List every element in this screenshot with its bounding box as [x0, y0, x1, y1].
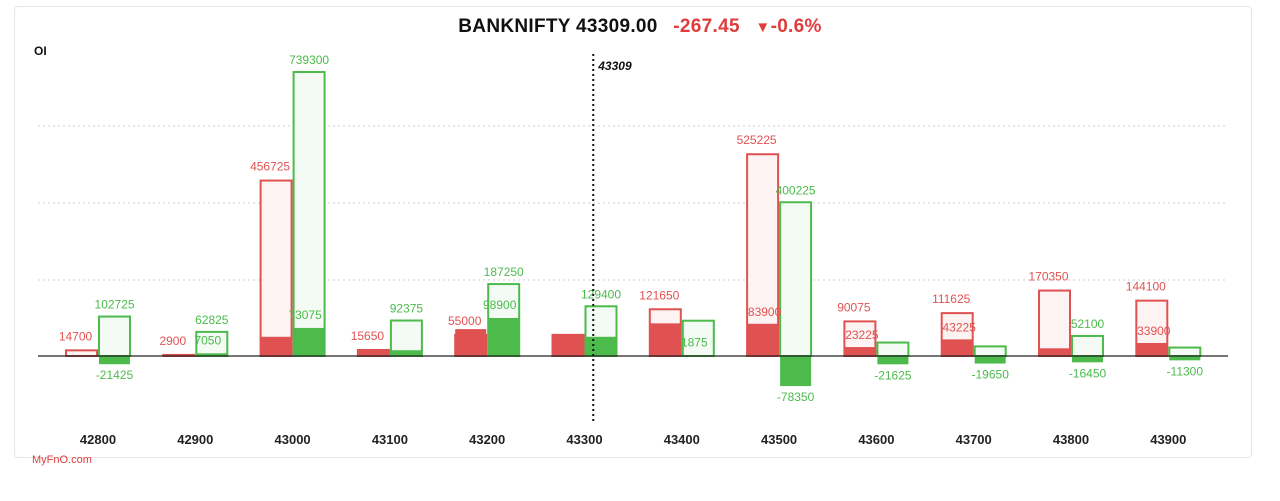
x-tick-label: 43900: [1150, 432, 1186, 447]
put-oi-label: 400225: [776, 183, 816, 197]
call-oi-change-bar: [1136, 342, 1168, 356]
call-oi-label: 525225: [737, 133, 777, 147]
call-oi-label: 121650: [639, 288, 679, 302]
call-oi-change-label: 33900: [1137, 324, 1171, 338]
x-tick-label: 43800: [1053, 432, 1089, 447]
x-tick-label: 43400: [664, 432, 700, 447]
put-oi-change-bar: [99, 356, 130, 365]
price-change-percent: -0.6%: [770, 16, 822, 37]
x-tick-label: 42900: [177, 432, 213, 447]
call-oi-change-bar: [455, 329, 487, 356]
call-oi-bar: [65, 349, 98, 357]
put-oi-change-bar: [488, 318, 520, 356]
put-oi-change-label: -78350: [777, 390, 815, 404]
price-change: -267.45: [673, 16, 740, 37]
x-tick-label: 43100: [372, 432, 408, 447]
put-oi-bar: [1071, 334, 1104, 357]
call-oi-bar: [259, 179, 293, 357]
put-oi-bar: [876, 341, 910, 357]
put-oi-change-label: 1875: [681, 335, 708, 349]
put-oi-change-label: 73075: [288, 308, 322, 322]
x-tick-label: 43000: [275, 432, 311, 447]
put-oi-label: 92375: [390, 302, 424, 316]
put-oi-change-bar: [1072, 356, 1103, 363]
put-oi-bar: [389, 319, 423, 357]
put-oi-change-label: -19650: [972, 368, 1010, 382]
put-oi-bar: [681, 319, 715, 358]
put-oi-change-bar: [390, 350, 422, 356]
put-oi-bar: [292, 71, 326, 357]
put-oi-bar: [1168, 346, 1202, 358]
x-tick-label: 43200: [469, 432, 505, 447]
put-oi-label: 187250: [484, 265, 524, 279]
chart-title: BANKNIFTY 43309.00 -267.45 ▼-0.6%: [0, 16, 1280, 38]
call-oi-label: 2900: [159, 334, 186, 348]
put-oi-label: 52100: [1071, 317, 1105, 331]
call-oi-change-bar: [844, 347, 876, 356]
put-oi-bar: [98, 315, 131, 357]
call-oi-change-label: 43225: [943, 320, 977, 334]
call-oi-label: 55000: [448, 314, 482, 328]
put-oi-change-bar: [1169, 356, 1201, 361]
y-axis-label: OI: [34, 44, 47, 58]
x-tick-label: 42800: [80, 432, 116, 447]
call-oi-change-label: 83900: [748, 305, 782, 319]
put-oi-change-label: 7050: [194, 333, 221, 347]
chart-card: [14, 6, 1252, 458]
call-oi-label: 14700: [59, 329, 93, 343]
put-oi-change-bar: [974, 356, 1006, 364]
call-oi-label: 111625: [932, 292, 971, 306]
call-oi-bar: [1038, 289, 1071, 357]
call-oi-change-label: 23225: [845, 328, 879, 342]
x-tick-label: 43600: [858, 432, 894, 447]
call-oi-label: 456725: [250, 160, 290, 174]
call-oi-change-bar: [649, 323, 681, 356]
put-oi-label: 129400: [581, 287, 621, 301]
put-oi-change-bar: [780, 356, 812, 387]
call-oi-change-bar: [747, 323, 779, 356]
put-oi-change-label: 98900: [483, 298, 517, 312]
put-oi-change-label: -21625: [874, 368, 912, 382]
spot-price-label: 43309: [597, 59, 632, 73]
symbol-price: 43309.00: [576, 16, 658, 37]
put-oi-label: 62825: [195, 313, 229, 327]
down-arrow-icon: ▼: [755, 19, 771, 36]
put-oi-change-bar: [877, 356, 909, 365]
x-tick-label: 43700: [956, 432, 992, 447]
call-oi-change-bar: [552, 334, 584, 356]
put-oi-change-bar: [585, 336, 617, 356]
call-oi-label: 15650: [351, 329, 385, 343]
put-oi-bar: [779, 201, 813, 357]
put-oi-change-bar: [293, 327, 325, 356]
put-oi-label: 102725: [94, 298, 134, 312]
call-oi-label: 144100: [1126, 280, 1166, 294]
watermark: MyFnO.com: [32, 454, 92, 466]
put-oi-bar: [973, 345, 1007, 358]
put-oi-change-label: -11300: [1167, 364, 1204, 378]
put-oi-change-bar: [196, 353, 228, 356]
call-oi-change-bar: [357, 349, 389, 356]
symbol-name: BANKNIFTY: [458, 16, 571, 37]
x-tick-label: 43300: [566, 432, 602, 447]
call-oi-bar: [746, 153, 780, 357]
call-oi-label: 90075: [837, 300, 871, 314]
call-oi-change-bar: [260, 336, 292, 356]
put-oi-bar: [195, 330, 229, 358]
call-oi-change-bar: [941, 339, 973, 356]
put-oi-label: 739300: [289, 53, 329, 67]
x-tick-label: 43500: [761, 432, 797, 447]
put-oi-change-label: -21425: [96, 368, 134, 382]
put-oi-change-label: -16450: [1069, 366, 1107, 380]
call-oi-change-bar: [1039, 348, 1070, 356]
call-oi-label: 170350: [1028, 270, 1068, 284]
